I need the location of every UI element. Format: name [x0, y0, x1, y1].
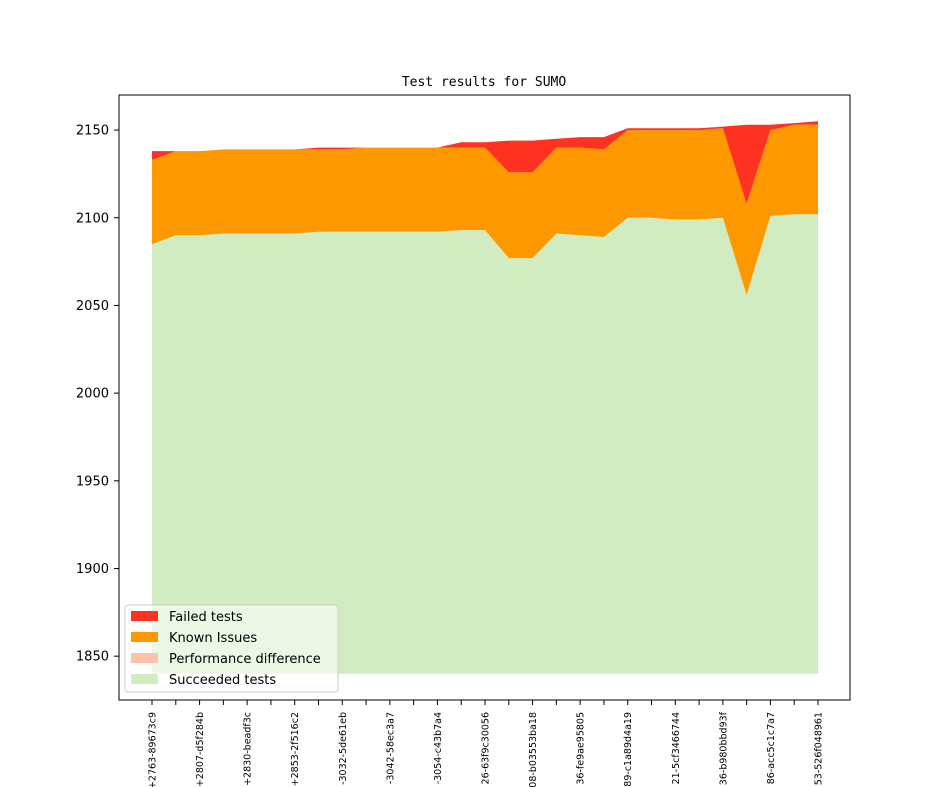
area-layers: [152, 121, 818, 674]
legend-label-performance-difference: Performance difference: [169, 652, 321, 667]
legend: Failed tests Known Issues Performance diff…: [124, 604, 339, 693]
y-tick-label: 1900: [76, 562, 109, 577]
x-tick-label: +2807-d5f284b: [195, 712, 206, 787]
x-tick-label: 36-fe9ae95805: [576, 712, 587, 785]
x-tick-label: 89-c1a89d4a19: [623, 712, 634, 787]
x-tick-label: 21-5cf3466744: [671, 712, 682, 784]
y-tick-label: 2050: [76, 299, 109, 314]
y-tick-label: 1850: [76, 650, 109, 665]
y-tick-label: 2000: [76, 387, 109, 402]
legend-label-succeeded-tests: Succeeded tests: [169, 673, 276, 688]
x-tick-label: +2763-89673c9: [148, 712, 159, 787]
legend-swatch-failed-tests: [131, 611, 158, 621]
area-succeeded-tests: [152, 214, 818, 674]
x-tick-label: 36-b980bbd93f: [718, 711, 729, 785]
x-axis: +2763-89673c9 +2807-d5f284b +2830-beadf3c +…: [148, 700, 825, 787]
legend-swatch-known-issues: [131, 632, 158, 642]
y-tick-label: 2100: [76, 211, 109, 226]
legend-label-failed-tests: Failed tests: [169, 610, 243, 625]
y-tick-label: 2150: [76, 124, 109, 139]
x-tick-label: 86-acc5c1c7a7: [766, 712, 777, 784]
x-tick-label: 26-63f9c30056: [481, 712, 492, 784]
area-known-issues: [152, 124, 818, 295]
legend-swatch-succeeded-tests: [131, 674, 158, 684]
x-tick-label: 08-b03553ba18: [528, 712, 539, 787]
area-failed-tests: [152, 121, 818, 204]
y-axis: 1850 1900 1950 2000 2050 2100 2150: [76, 124, 119, 665]
x-tick-label: +2853-2f516c2: [290, 712, 301, 786]
x-tick-label: +2830-beadf3c: [243, 712, 254, 786]
legend-box: [124, 604, 339, 693]
x-tick-label: -3054-c43b7a4: [433, 712, 444, 784]
y-tick-label: 1950: [76, 474, 109, 489]
x-tick-label: 53-526f048961: [814, 712, 825, 785]
legend-label-known-issues: Known Issues: [169, 631, 257, 646]
x-tick-label: -3032-5de61eb: [338, 712, 349, 785]
legend-swatch-performance-difference: [131, 653, 158, 663]
chart-title: Test results for SUMO: [402, 75, 567, 90]
x-tick-label: -3042-58ec3a7: [385, 712, 396, 784]
